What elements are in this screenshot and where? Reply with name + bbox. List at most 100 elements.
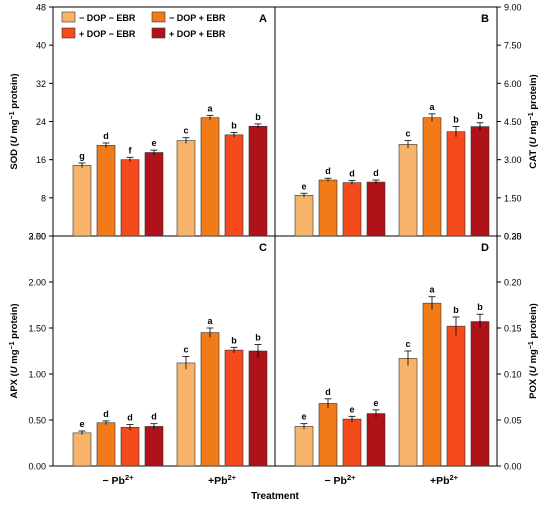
x-group-label-main: +Pb — [430, 475, 450, 487]
panel-A: 3.00 8 16 24 32 40 48 SOD (U mg−1 protein) Ag d f e… — [9, 3, 268, 242]
y-axis-label: POX (U mg−1 protein) — [528, 303, 540, 399]
y-axis-label-mg: mg — [528, 349, 539, 366]
legend-label: − DOP − EBR — [79, 13, 136, 23]
bar — [470, 126, 490, 237]
panel-letter: A — [259, 13, 267, 25]
bar — [248, 125, 268, 237]
y-axis-label-unit: U — [9, 135, 20, 143]
legend-item: + DOP − EBR — [61, 27, 136, 39]
panel-D: 0.00 0.05 0.10 0.15 0.20 0.25 POX (U mg−1 prot… — [294, 232, 540, 472]
x-group-label: − Pb2+ — [324, 473, 356, 488]
y-axis-label-suffix: protein) — [9, 73, 20, 111]
y-axis-label: CAT (U mg−1 protein) — [528, 74, 540, 168]
significance-letter: f — [129, 145, 133, 155]
y-tick-label: 3.00 — [28, 232, 46, 242]
panel-C: 0.00 0.50 1.00 1.50 2.00 2.50 APX (U mg−1 prot… — [9, 232, 268, 472]
significance-letter: b — [231, 120, 237, 130]
legend-label: + DOP − EBR — [79, 29, 136, 39]
y-tick-label: 0.20 — [504, 278, 522, 288]
y-tick-label: 0.50 — [28, 416, 46, 426]
y-tick-label: 2.00 — [28, 278, 46, 288]
legend-item: − DOP + EBR — [151, 11, 226, 23]
x-group-label-main: +Pb — [208, 475, 228, 487]
bar — [398, 144, 418, 237]
y-tick-label: 24 — [36, 117, 46, 127]
y-axis-label-suffix: protein) — [528, 74, 539, 112]
y-tick-label: 16 — [36, 155, 46, 165]
bar — [224, 349, 244, 467]
bar — [72, 165, 92, 237]
y-tick-label: 8 — [41, 193, 46, 203]
bar — [120, 427, 140, 467]
significance-letter: b — [453, 305, 459, 315]
y-tick-label: 4.50 — [504, 117, 522, 127]
x-group-label: +Pb2+ — [208, 473, 237, 488]
y-axis-label-unit: U — [9, 365, 20, 373]
significance-letter: d — [103, 131, 109, 141]
y-tick-label: 0.05 — [504, 416, 522, 426]
bar — [398, 358, 418, 467]
y-axis-label-suffix: protein) — [9, 303, 20, 341]
y-tick-label: 0.15 — [504, 324, 522, 334]
significance-letter: e — [349, 404, 354, 414]
significance-letter: e — [301, 412, 306, 422]
significance-letter: c — [405, 339, 410, 349]
y-axis-label-sup: −1 — [528, 341, 535, 349]
bar — [422, 302, 442, 467]
significance-letter: e — [301, 181, 306, 191]
significance-letter: b — [255, 112, 261, 122]
y-tick-label: 1.00 — [28, 370, 46, 380]
legend-item: + DOP + EBR — [151, 27, 226, 39]
panel-letter: B — [481, 13, 489, 25]
y-axis-label-sup: −1 — [9, 341, 16, 349]
bar — [318, 403, 338, 467]
bar — [224, 134, 244, 237]
y-tick-label: 32 — [36, 79, 46, 89]
significance-letter: d — [151, 412, 157, 422]
significance-letter: a — [429, 102, 435, 112]
bar — [120, 159, 140, 237]
bar — [318, 179, 338, 237]
y-axis-label-sup: −1 — [9, 111, 16, 119]
x-group-label-sup: 2+ — [228, 473, 237, 482]
legend-label: − DOP + EBR — [169, 13, 226, 23]
bar — [200, 332, 220, 467]
significance-letter: e — [79, 419, 84, 429]
panel-B: 0.30 1.50 3.00 4.50 6.00 7.50 9.00 CAT (U mg−1 … — [294, 3, 540, 242]
significance-letter: b — [231, 335, 237, 345]
significance-letter: c — [183, 345, 188, 355]
y-tick-label: 1.50 — [504, 193, 522, 203]
significance-letter: d — [103, 409, 109, 419]
y-axis-label-unit: U — [528, 365, 539, 373]
y-axis-label: APX (U mg−1 protein) — [9, 303, 21, 398]
significance-letter: b — [477, 111, 483, 121]
bar — [294, 426, 314, 467]
significance-letter: d — [349, 169, 355, 179]
y-axis-label-prefix: SOD ( — [9, 142, 20, 169]
significance-letter: d — [373, 168, 379, 178]
y-tick-label: 0.30 — [504, 232, 522, 242]
significance-letter: e — [373, 398, 378, 408]
x-group-label: − Pb2+ — [102, 473, 134, 488]
bar — [176, 362, 196, 467]
bar — [294, 194, 314, 237]
y-tick-label: 40 — [36, 41, 46, 51]
significance-letter: d — [127, 413, 133, 423]
bar — [200, 117, 220, 237]
x-axis-label: Treatment — [251, 491, 299, 502]
legend-swatch — [61, 27, 76, 39]
x-group-label-sup: 2+ — [125, 473, 134, 482]
y-tick-label: 0.25 — [504, 232, 522, 242]
bar — [96, 145, 116, 237]
y-tick-label: 0.00 — [504, 462, 522, 472]
y-tick-label: 48 — [36, 3, 46, 13]
y-axis-label-prefix: CAT ( — [528, 143, 539, 168]
panel-letter: D — [481, 242, 489, 254]
bar — [366, 413, 386, 467]
y-axis-label-prefix: POX ( — [528, 372, 539, 399]
significance-letter: e — [151, 138, 156, 148]
y-tick-label: 1.50 — [28, 324, 46, 334]
y-axis-label-mg: mg — [528, 120, 539, 137]
y-tick-label: 9.00 — [504, 3, 522, 13]
